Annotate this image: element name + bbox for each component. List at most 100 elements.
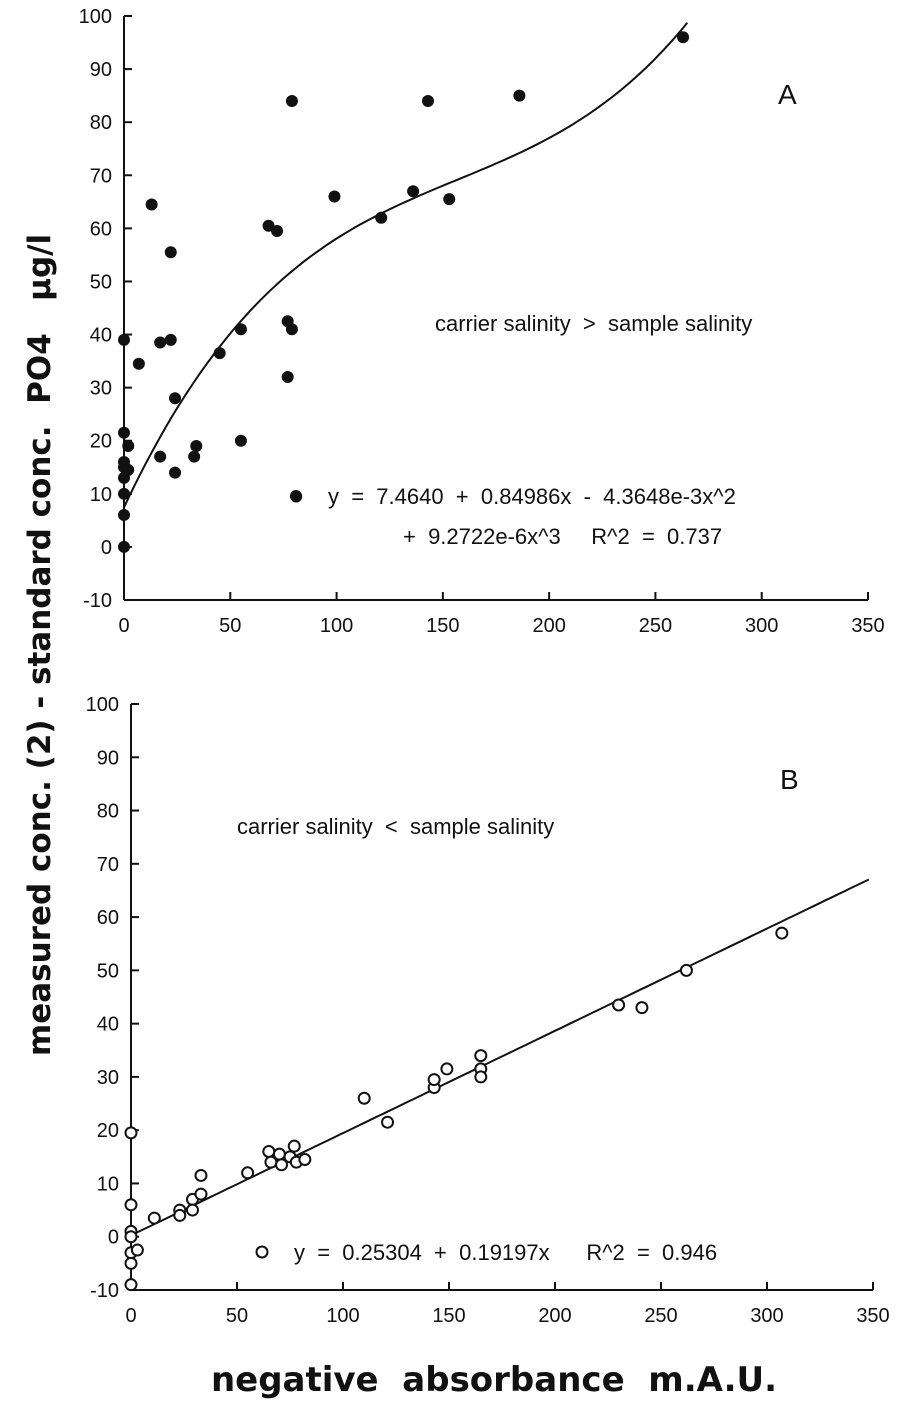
- x-tick-label: 350: [856, 1305, 889, 1327]
- panel-a-data-point: [122, 463, 135, 476]
- panel-b-data-point: [185, 1203, 199, 1217]
- panel-b-data-point: [241, 1166, 255, 1180]
- panel-b-fit-line: [130, 878, 870, 1237]
- panel-a-data-point: [118, 487, 130, 500]
- panel-a-fit-layer: [123, 22, 689, 508]
- panel-b-data-point: [262, 1144, 276, 1158]
- x-tick-label: 100: [326, 1305, 359, 1327]
- y-tick-label: 40: [90, 325, 112, 347]
- panel-b-data-point: [357, 1091, 371, 1105]
- panel-a-equation-marker: [290, 490, 302, 502]
- x-tick-label: 300: [750, 1305, 783, 1327]
- panel-a-data-point: [285, 323, 298, 336]
- panel-b-data-point: [612, 998, 626, 1012]
- y-tick-label: 50: [97, 960, 119, 982]
- panel-b-data-point: [124, 1256, 138, 1270]
- y-tick-label: 80: [97, 801, 119, 823]
- panel-b-data-point: [775, 926, 789, 940]
- y-tick-label: 70: [97, 854, 119, 876]
- panel-b-data-point: [474, 1070, 488, 1084]
- x-axis-title: negative absorbance m.A.U.: [211, 1360, 777, 1400]
- panel-a-data-point: [154, 336, 167, 349]
- panel-b-data-point: [381, 1115, 395, 1129]
- y-tick-label: 80: [90, 112, 112, 134]
- x-tick-label: 350: [851, 615, 884, 637]
- panel-b-data-point: [194, 1187, 208, 1201]
- panel-b-annotation: carrier salinity < sample salinity: [237, 814, 554, 839]
- panel-a-data-point: [118, 540, 130, 553]
- panel-a-data-point: [145, 198, 158, 211]
- panel-b-data-point: [298, 1152, 312, 1166]
- panel-a-letter: A: [778, 79, 797, 110]
- panel-b-data-point: [124, 1278, 138, 1292]
- panel-a-fit-line: [123, 22, 689, 508]
- panel-a-data-point: [122, 440, 135, 453]
- panel-b-data-point: [194, 1168, 208, 1182]
- y-tick-label: 90: [97, 747, 119, 769]
- y-tick-label: 30: [90, 378, 112, 400]
- panel-a-data-point: [271, 225, 284, 238]
- panel-b-data-point: [287, 1139, 301, 1153]
- panel-b-points: [124, 926, 789, 1292]
- y-tick-label: 40: [97, 1014, 119, 1036]
- panel-a-axes: -10 0 10 20 30 40 50 60 70 80 90 100 0 50 100 150 200 250…: [79, 6, 885, 637]
- panel-b-data-point: [635, 1001, 649, 1015]
- panel-b-plot: -10 0 10 20 30 40 50 60 70 80 90 100 0 50 100 150 200 250…: [86, 694, 890, 1327]
- panel-a-data-point: [164, 333, 177, 346]
- panel-a-data-point: [169, 392, 182, 405]
- panel-a-data-point: [443, 193, 456, 206]
- y-tick-label: 30: [97, 1067, 119, 1089]
- x-tick-label: 100: [320, 615, 353, 637]
- panel-b-data-point: [272, 1147, 286, 1161]
- panel-a-data-point: [213, 347, 226, 360]
- panel-a-data-point: [375, 211, 388, 224]
- y-tick-label: 20: [90, 431, 112, 453]
- panel-a-points: [118, 31, 690, 553]
- panel-b-data-point: [474, 1049, 488, 1063]
- panel-a-data-point: [118, 509, 130, 522]
- panel-b-data-point: [173, 1208, 187, 1222]
- y-tick-label: 90: [90, 59, 112, 81]
- x-tick-label: 150: [432, 1305, 465, 1327]
- panel-a-data-point: [281, 371, 294, 384]
- panel-a-data-point: [677, 31, 690, 44]
- x-tick-label: 50: [219, 615, 241, 637]
- y-tick-label: -10: [90, 1280, 119, 1302]
- y-tick-label: 0: [101, 537, 112, 559]
- panel-a-data-point: [234, 323, 247, 336]
- panel-b-data-point: [130, 1243, 144, 1257]
- panel-b-data-point: [147, 1211, 161, 1225]
- panel-a-data-point: [513, 89, 526, 102]
- panel-b-equation: y = 0.25304 + 0.19197x R^2 = 0.946: [294, 1240, 717, 1265]
- panel-a-equation-line2: + 9.2722e-6x^3 R^2 = 0.737: [403, 524, 722, 549]
- panel-a-data-point: [407, 185, 420, 198]
- panel-a-data-point: [328, 190, 341, 203]
- panel-a-data-point: [169, 466, 182, 479]
- panel-a-data-point: [154, 450, 167, 463]
- y-tick-label: 50: [90, 271, 112, 293]
- panel-b-fit-layer: [130, 878, 870, 1237]
- panel-a-plot: -10 0 10 20 30 40 50 60 70 80 90 100 0 50 100 150 200 250…: [79, 6, 885, 637]
- y-tick-label: 60: [90, 218, 112, 240]
- y-tick-label: 60: [97, 907, 119, 929]
- panel-b-data-point: [124, 1230, 138, 1244]
- panel-b-data-point: [124, 1126, 138, 1140]
- x-tick-label: 50: [226, 1305, 248, 1327]
- panel-a-data-point: [234, 434, 247, 447]
- panel-b-data-point: [679, 963, 693, 977]
- x-tick-label: 150: [426, 615, 459, 637]
- panel-b-letter: B: [780, 764, 799, 795]
- panel-b-axes: -10 0 10 20 30 40 50 60 70 80 90 100 0 50 100 150 200 250…: [86, 694, 890, 1327]
- panel-b-data-point: [440, 1062, 454, 1076]
- panel-b-equation-marker: [255, 1245, 269, 1259]
- panel-a-data-point: [285, 94, 298, 107]
- y-tick-label: -10: [83, 590, 112, 612]
- panel-a-data-point: [188, 450, 201, 463]
- y-tick-label: 100: [79, 6, 112, 28]
- x-tick-label: 0: [118, 615, 129, 637]
- panel-b-data-point: [427, 1073, 441, 1087]
- y-tick-label: 100: [86, 694, 119, 716]
- y-tick-label: 0: [108, 1227, 119, 1249]
- panel-a-annotation: carrier salinity > sample salinity: [435, 311, 752, 336]
